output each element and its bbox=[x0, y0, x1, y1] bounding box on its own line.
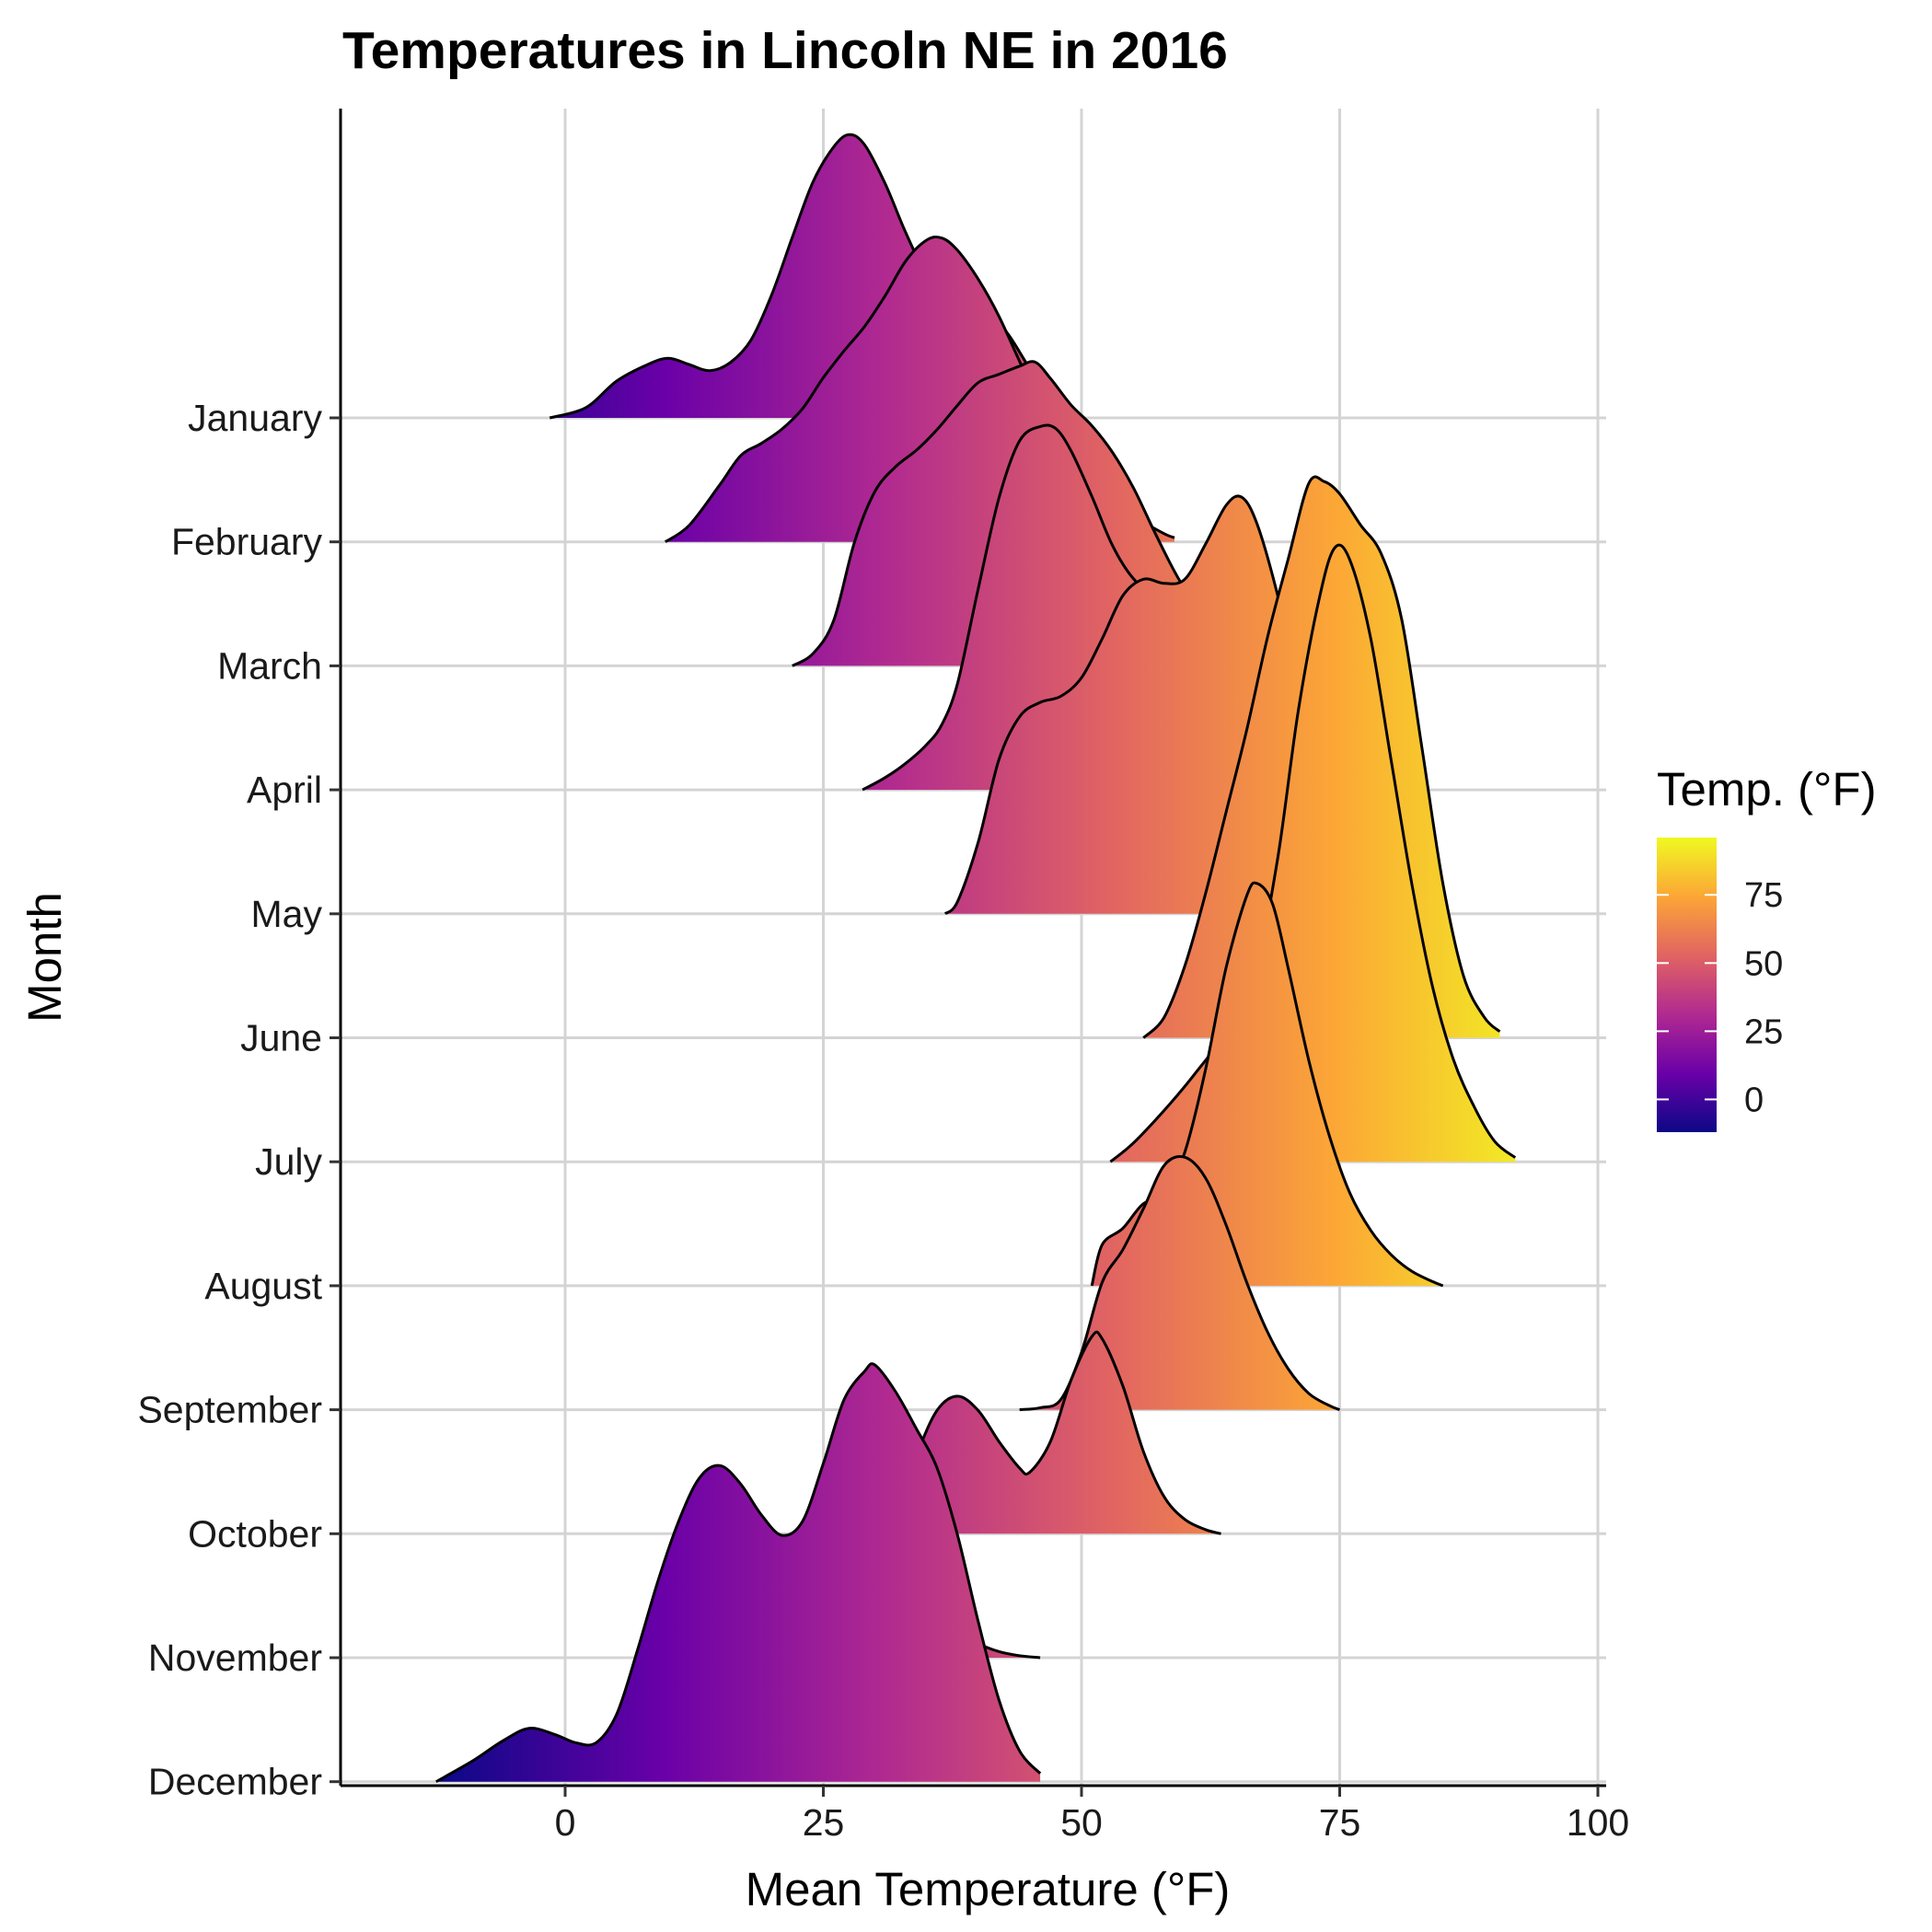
y-tick-label-september: September bbox=[137, 1389, 322, 1431]
ridge-fill-july bbox=[1110, 545, 1516, 1163]
y-tick-label-january: January bbox=[188, 397, 322, 439]
legend-color-bar bbox=[1657, 838, 1717, 1132]
x-tick-label: 100 bbox=[1567, 1801, 1629, 1844]
ridge-fill-december bbox=[435, 1363, 1041, 1782]
legend-ticks: 0 25 50 75 bbox=[1657, 876, 1783, 1119]
legend-tick-label: 50 bbox=[1744, 944, 1783, 983]
y-tick-label-july: July bbox=[255, 1140, 322, 1183]
x-axis-ticks: 0 25 50 75 100 bbox=[555, 1786, 1629, 1844]
y-tick-label-august: August bbox=[204, 1265, 322, 1307]
y-axis-title: Month bbox=[18, 892, 71, 1023]
x-tick-label: 25 bbox=[803, 1801, 845, 1844]
ridge-fill-october bbox=[880, 1332, 1221, 1534]
color-legend: Temp. (°F) 0 25 50 75 bbox=[1657, 763, 1877, 1132]
ridges bbox=[435, 133, 1517, 1784]
y-tick-label-june: June bbox=[240, 1017, 322, 1059]
y-tick-label-november: November bbox=[148, 1637, 322, 1679]
x-tick-label: 0 bbox=[555, 1801, 576, 1844]
x-tick-label: 75 bbox=[1319, 1801, 1361, 1844]
legend-tick-label: 0 bbox=[1744, 1081, 1764, 1119]
ridge-line-june bbox=[1142, 475, 1501, 1039]
legend-title: Temp. (°F) bbox=[1657, 763, 1877, 816]
ridge-line-december bbox=[435, 1362, 1042, 1784]
ridge-line-march bbox=[792, 360, 1232, 667]
y-tick-label-april: April bbox=[247, 769, 322, 811]
x-tick-label: 50 bbox=[1060, 1801, 1103, 1844]
x-axis-title: Mean Temperature (°F) bbox=[746, 1863, 1231, 1915]
y-tick-label-may: May bbox=[251, 893, 323, 935]
y-axis-ticks: January February March April May June July Augu… bbox=[137, 397, 341, 1803]
y-tick-label-february: February bbox=[171, 521, 323, 563]
ridge-line-october bbox=[879, 1330, 1221, 1535]
y-tick-label-october: October bbox=[188, 1512, 322, 1555]
legend-tick-label: 25 bbox=[1744, 1012, 1783, 1051]
chart-title: Temperatures in Lincoln NE in 2016 bbox=[342, 21, 1228, 80]
y-tick-label-march: March bbox=[217, 644, 322, 687]
legend-tick-label: 75 bbox=[1744, 876, 1783, 915]
y-tick-label-december: December bbox=[148, 1761, 322, 1803]
